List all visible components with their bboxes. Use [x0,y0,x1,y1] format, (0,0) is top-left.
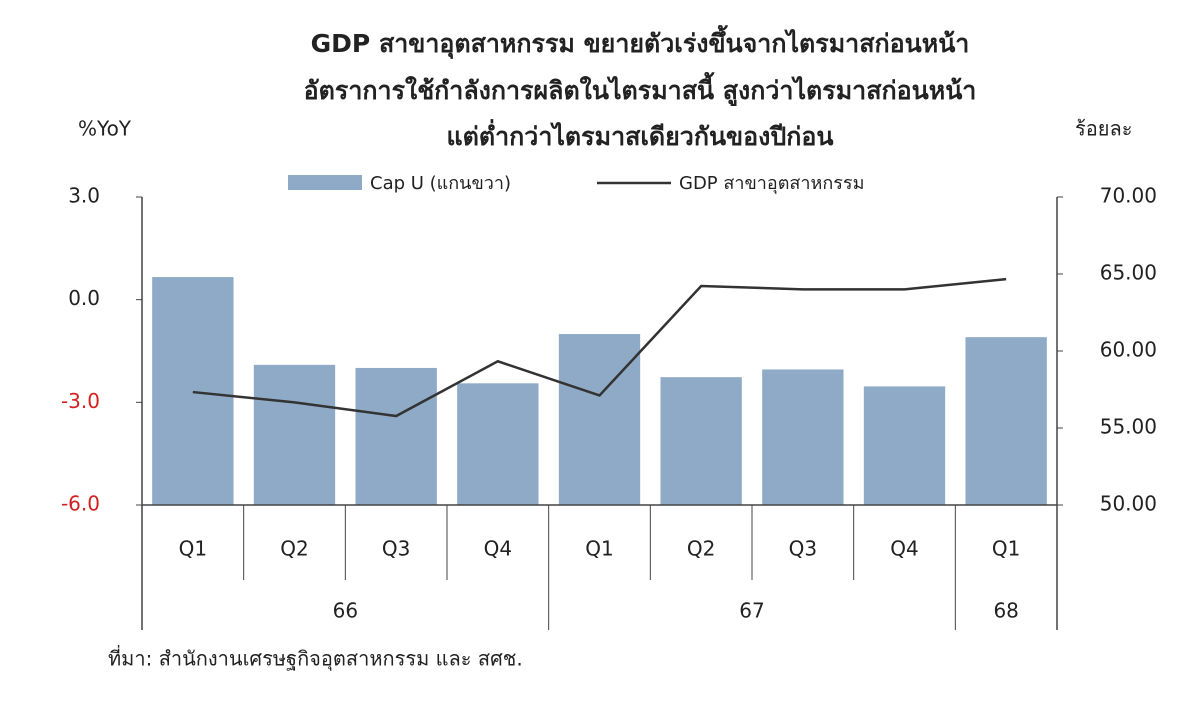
x-tick-label: Q4 [890,537,918,561]
bar [457,383,539,505]
x-tick-label: Q1 [992,537,1020,561]
bar [558,334,641,505]
chart-title: GDP สาขาอุตสาหกรรม ขยายตัวเร่งขึ้นจากไตร… [311,24,970,60]
bar [660,377,742,505]
y2-tick-label: 50.00 [1100,492,1157,516]
chart-title: แต่ต่ำกว่าไตรมาสเดียวกันของปีก่อน [447,119,834,151]
chart-title: อัตราการใช้กำลังการผลิตในไตรมาสนี้ สูงกว… [304,71,977,107]
y2-tick-label: 55.00 [1100,415,1157,439]
bar [152,277,234,505]
source: ที่มา: สำนักงานเศรษฐกิจอุตสาหกรรม และ สศ… [108,645,523,672]
group-label: 66 [333,599,358,623]
x-tick-label: Q3 [789,537,817,561]
y-tick-label: 0.0 [68,286,100,310]
y2-axis-label: ร้อยละ [1075,117,1132,141]
y-tick-label: -6.0 [61,492,100,516]
y-tick-label: 3.0 [68,184,100,208]
y2-tick-label: 70.00 [1100,184,1157,208]
y2-tick-label: 60.00 [1100,338,1157,362]
x-tick-label: Q1 [585,537,613,561]
bar [762,369,844,505]
legend-label: GDP สาขาอุตสาหกรรม [679,173,864,194]
group-label: 68 [993,599,1018,623]
x-tick-label: Q1 [179,537,207,561]
y2-tick-label: 65.00 [1100,261,1157,285]
group-label: 67 [739,599,764,623]
x-tick-label: Q3 [382,537,410,561]
bar [863,386,946,505]
bar [965,337,1047,505]
legend-label: Cap U (แกนขวา) [370,173,511,194]
line [192,277,1007,418]
legend-swatch [288,175,362,190]
bar [355,367,437,505]
x-tick-label: Q2 [687,537,715,561]
y-tick-label: -3.0 [61,389,100,413]
x-tick-label: Q4 [484,537,512,561]
y-axis-label: %YoY [78,117,132,141]
x-tick-label: Q2 [280,537,308,561]
bar [253,364,336,505]
